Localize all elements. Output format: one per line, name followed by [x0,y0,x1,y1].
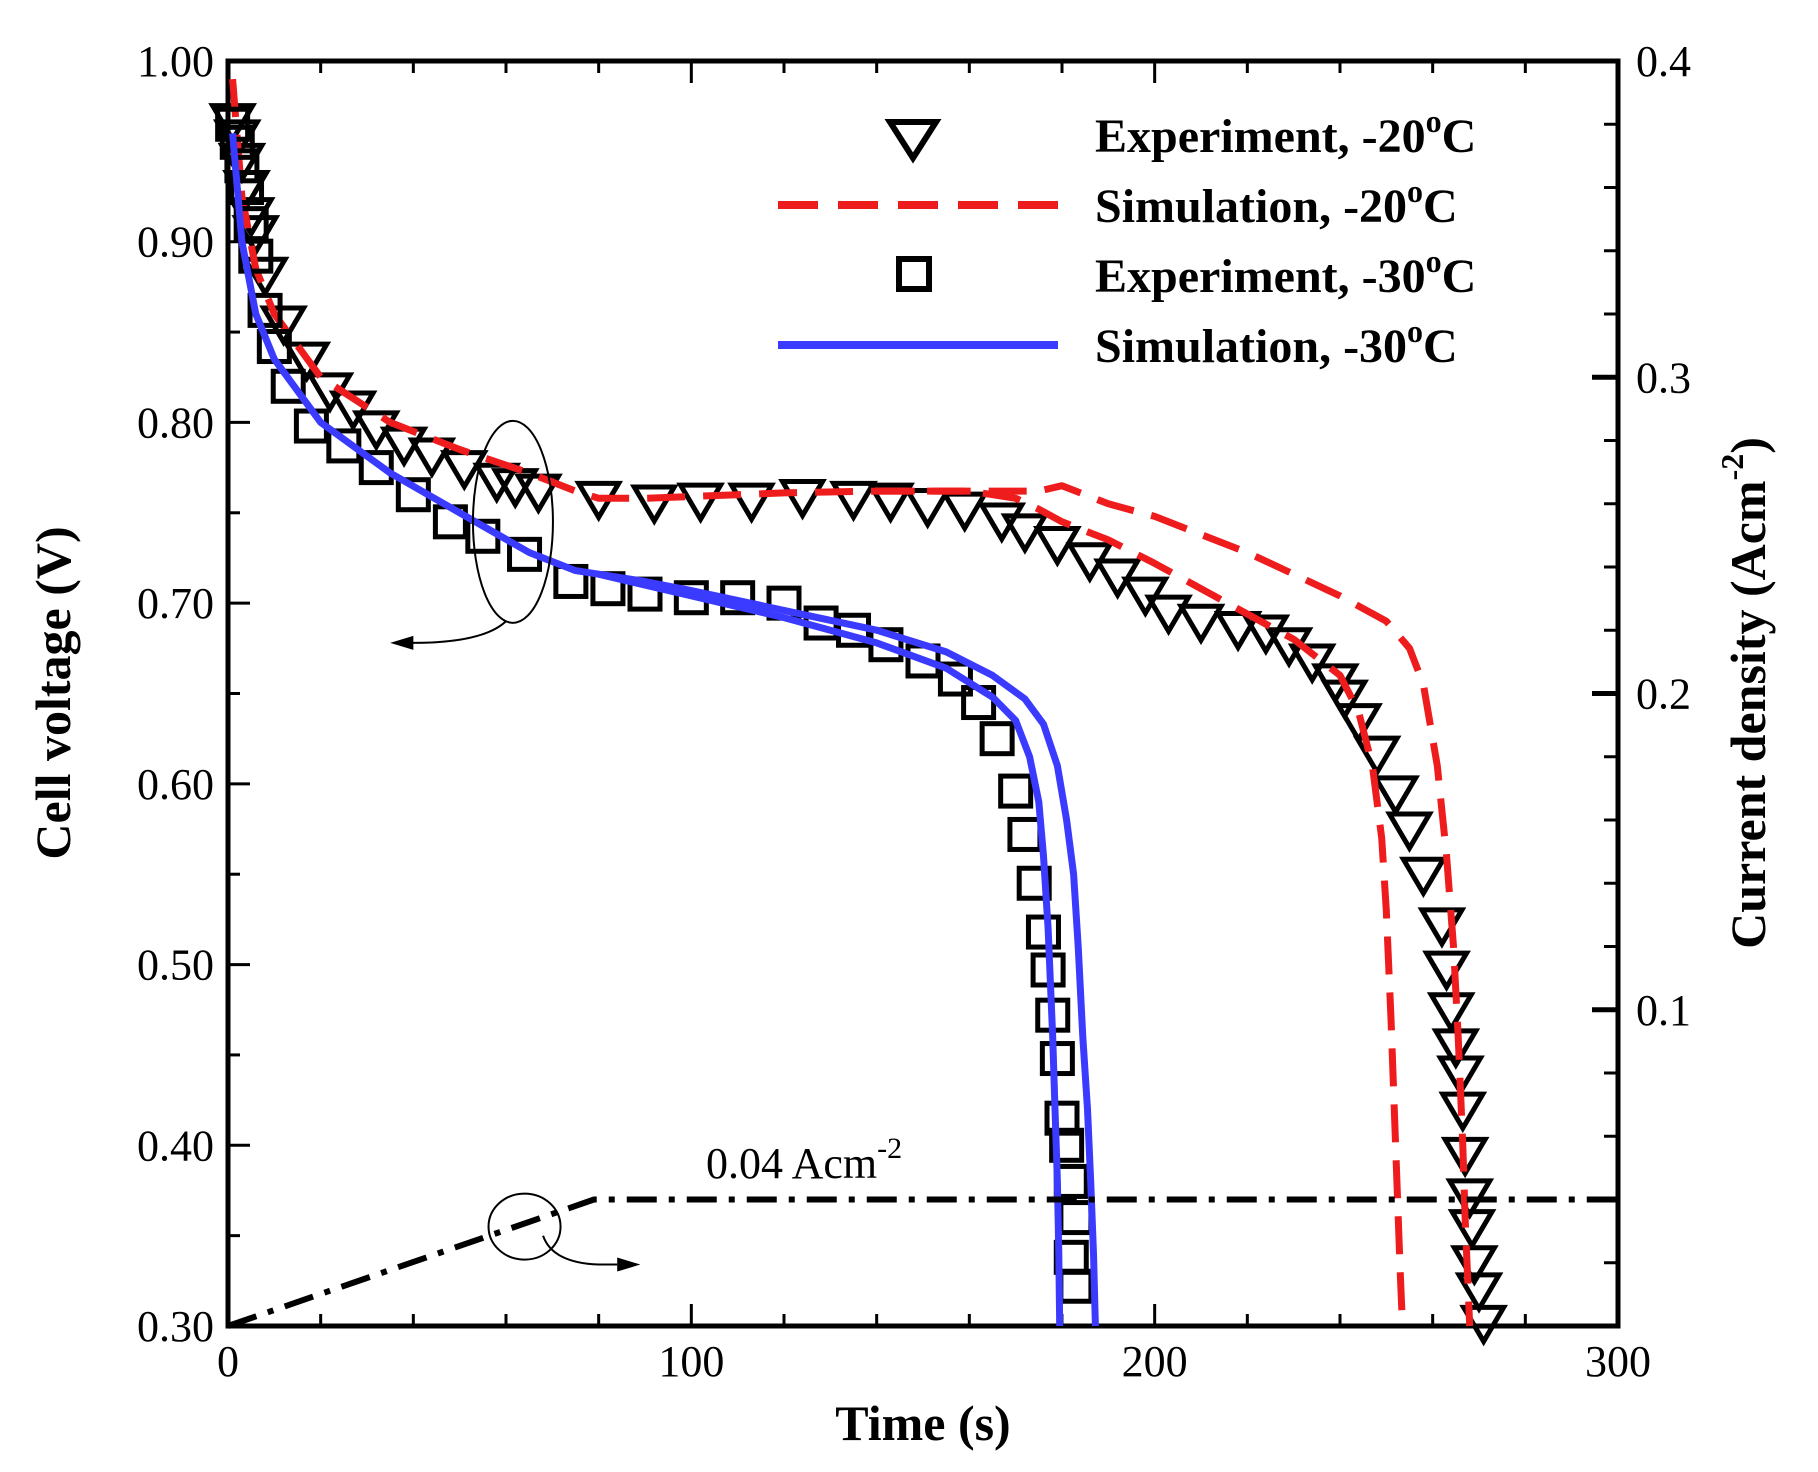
marker-square [1039,1041,1075,1077]
x-axis-title: Time (s) [835,1395,1010,1451]
series-line [229,133,1064,1327]
series-line [876,482,1474,1327]
y2-axis-title: Current density (Acm-2) [1714,437,1776,949]
series-layer [208,78,1618,1347]
legend-marker-square [896,256,932,292]
x-tick-label: 200 [1122,1337,1188,1386]
marker-triangle [514,473,563,516]
series-line [598,570,1099,1327]
marker-square [1007,816,1043,852]
marker-triangle [903,488,953,530]
marker-square [998,773,1034,809]
current-arrow [542,1235,618,1266]
marker-triangle [866,482,915,525]
marker-triangle [1385,811,1434,853]
marker-triangle [1422,950,1471,993]
legend-item-exp-20: Experiment, -20oC [884,103,1476,164]
marker-triangle [282,341,332,384]
y-tick-label: 0.70 [137,579,214,628]
voltage-ellipse [471,419,554,624]
marker-square [937,661,973,697]
x-tick-label: 300 [1585,1337,1651,1386]
y2-tick-label: 0.2 [1636,670,1691,719]
current-ellipse [487,1192,562,1261]
marker-square [229,170,265,205]
marker-triangle [1399,856,1448,899]
marker-triangle [407,437,457,479]
y2-axis-title-sup: -2 [1714,454,1750,481]
x-tick-label: 0 [217,1337,239,1386]
marker-triangle [1426,992,1476,1034]
marker-square [247,292,283,328]
current-density-annotation: 0.04 Acm-2 [706,1132,902,1188]
current-arrowhead [617,1257,641,1272]
y-tick-label: 0.60 [137,760,214,809]
marker-triangle [1459,1304,1509,1347]
marker-square [1049,1127,1085,1163]
marker-triangle [778,479,827,521]
marker-square [224,148,260,184]
y2-axis-title-close: ) [1720,437,1776,454]
marker-square [270,368,306,404]
legend-item-exp-30: Experiment, -30oC [896,243,1476,303]
y2-tick-label: 0.4 [1636,37,1691,86]
legend: Experiment, -20oC Simulation, -20oC Expe… [778,103,1476,373]
marker-triangle [1241,614,1291,656]
marker-triangle [940,491,990,534]
marker-square [1044,1100,1080,1136]
legend-label-exp-30: Experiment, -30oC [1095,243,1476,303]
marker-triangle [629,484,679,526]
marker-triangle [829,480,878,523]
y-tick-label: 0.40 [137,1121,214,1170]
y-axis-title: Cell voltage (V) [25,526,81,859]
y-tick-label: 0.50 [137,941,214,990]
y2-axis-title-main: Current density (Acm [1720,480,1776,948]
marker-triangle [1176,603,1226,646]
marker-square [358,450,394,486]
x-tick-label: 100 [658,1337,724,1386]
legend-label-sim-20: Simulation, -20oC [1095,173,1458,233]
series-line [229,78,1406,1327]
marker-triangle [328,390,378,432]
annotations [390,419,641,1272]
marker-triangle [676,482,725,525]
marker-triangle [1371,775,1420,817]
marker-triangle [1000,513,1050,555]
legend-item-sim-30: Simulation, -30oC [778,313,1458,373]
marker-square [1016,865,1052,901]
voltage-arrow [394,620,507,644]
series-line [227,1196,1618,1329]
marker-triangle [977,502,1027,544]
y2-tick-label: 0.3 [1636,353,1691,402]
marker-triangle [1334,703,1383,745]
y-tick-label: 1.00 [137,37,214,86]
marker-triangle [1213,610,1263,653]
voltage-arrowhead [390,635,414,650]
marker-square [979,721,1015,757]
marker-triangle [1287,643,1337,685]
marker-triangle [727,482,776,525]
legend-item-sim-20: Simulation, -20oC [778,173,1458,233]
legend-label-sim-30: Simulation, -30oC [1095,313,1458,373]
y-tick-label: 0.90 [137,218,214,267]
y2-tick-label: 0.1 [1636,986,1691,1035]
marker-square [1058,1200,1094,1236]
marker-square [233,206,269,242]
marker-square [238,238,274,274]
legend-label-exp-20: Experiment, -20oC [1095,103,1476,163]
marker-triangle [1352,735,1402,778]
marker-triangle [1144,594,1193,637]
marker-square [1025,914,1061,950]
marker-triangle [1454,1272,1504,1314]
legend-marker-triangle [884,119,942,164]
y-tick-label: 0.80 [137,398,214,447]
marker-square [1058,1268,1094,1304]
y-tick-label: 0.30 [137,1302,214,1351]
axis-ticks: 0 100 200 300 0.30 0.40 0.50 0.60 0.70 0.80 0.90 1.… [137,37,1691,1386]
marker-triangle [1447,1209,1497,1251]
